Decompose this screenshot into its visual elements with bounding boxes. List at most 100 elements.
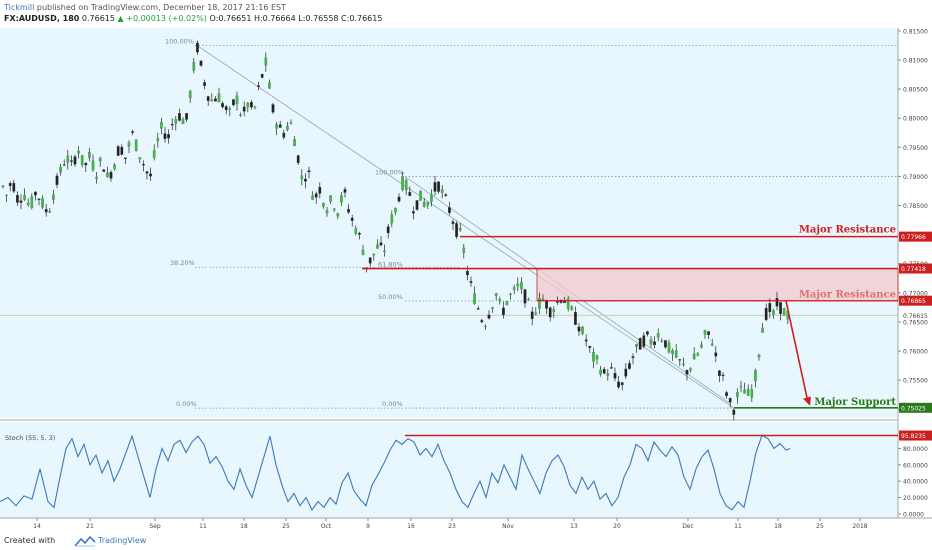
candle-body: [358, 233, 361, 235]
candle-body: [674, 350, 678, 358]
fibonacci-label: 50.00%: [378, 293, 403, 301]
candle-body: [548, 307, 552, 318]
candle-body: [430, 194, 433, 202]
candle-body: [268, 82, 271, 89]
candle-body: [631, 356, 635, 358]
stoch-tick-label: 80.0000: [903, 446, 928, 453]
candle-body: [102, 169, 106, 172]
candle-body: [426, 202, 430, 206]
candle-body: [440, 189, 444, 193]
candle-body: [127, 142, 131, 147]
candle-body: [703, 330, 707, 335]
candle-body: [160, 121, 163, 129]
candle-body: [764, 307, 768, 320]
candle-body: [628, 363, 631, 369]
candle-body: [451, 221, 455, 224]
candle-body: [415, 200, 419, 210]
fibonacci-label: 100.00%: [165, 37, 194, 45]
candle-body: [383, 250, 386, 253]
time-tick-label: Oct: [321, 523, 332, 530]
stochastic-title: Stoch (55, 5, 3): [5, 434, 55, 442]
candle-body: [178, 113, 181, 121]
fibonacci-label: 0.00%: [176, 400, 197, 408]
time-tick-label: 11: [734, 523, 742, 530]
price-badge: [899, 295, 932, 306]
candle-body: [322, 203, 325, 207]
candle-body: [484, 325, 487, 328]
candle-body: [397, 196, 401, 202]
candle-body: [336, 213, 340, 217]
candle-body: [692, 353, 696, 360]
fibonacci-label: 38.20%: [170, 259, 195, 267]
candle-body: [188, 91, 192, 99]
candle-body: [772, 310, 775, 315]
candle-body: [581, 326, 584, 334]
candle-body: [653, 341, 656, 346]
candle-body: [332, 208, 336, 210]
candle-body: [185, 113, 188, 120]
candle-body: [203, 82, 206, 86]
time-tick-label: 25: [282, 523, 290, 530]
candle-body: [242, 106, 246, 112]
candle-body: [278, 124, 282, 128]
candle-body: [523, 289, 527, 304]
candle-body: [480, 320, 484, 323]
candle-body: [282, 132, 286, 138]
price-badge-label: 0.77418: [901, 266, 926, 273]
candle-body: [300, 175, 304, 180]
price-badge-label: 0.77966: [901, 234, 926, 241]
time-tick-label: 18: [240, 523, 248, 530]
candle-body: [754, 370, 757, 382]
chart-header: Tickmill published on TradingView.com, D…: [0, 0, 932, 28]
candle-body: [304, 178, 307, 182]
candle-body: [286, 125, 289, 130]
candle-body: [210, 99, 214, 102]
candle-body: [368, 257, 372, 264]
candle-body: [26, 202, 30, 206]
symbol-label: FX:AUDUSD, 180: [4, 14, 80, 23]
price-tick-label: 0.80500: [903, 87, 928, 94]
candle-body: [685, 370, 689, 375]
created-with-label: Created with: [4, 536, 56, 545]
candle-body: [584, 339, 588, 342]
candles-group: [1, 40, 790, 421]
candle-body: [354, 228, 358, 234]
candle-body: [246, 102, 250, 108]
candle-body: [412, 211, 415, 214]
candle-body: [534, 312, 538, 315]
candle-body: [476, 308, 480, 310]
candle-body: [70, 160, 73, 162]
candle-body: [545, 300, 548, 309]
time-tick-label: 20: [613, 523, 621, 530]
candle-body: [170, 124, 174, 126]
candle-body: [394, 207, 397, 213]
tradingview-logo-icon: [74, 535, 96, 547]
candle-body: [502, 307, 505, 315]
candle-body: [408, 192, 412, 196]
candle-body: [350, 217, 354, 221]
candle-body: [307, 170, 311, 173]
candle-body: [361, 249, 365, 256]
candle-body: [570, 306, 574, 310]
price-badge-label: 0.75025: [901, 405, 926, 412]
time-tick-label: Nov: [502, 523, 514, 530]
tradingview-brand[interactable]: TradingView: [98, 536, 147, 545]
author-link[interactable]: Tickmill: [4, 3, 35, 12]
major-resistance-label: Major Resistance: [799, 290, 896, 301]
candle-body: [264, 57, 268, 66]
candle-body: [541, 298, 545, 301]
candle-body: [329, 195, 332, 202]
candle-body: [552, 309, 556, 313]
candle-body: [574, 312, 577, 325]
time-tick-label: 25: [816, 523, 824, 530]
candle-body: [296, 155, 300, 163]
candle-body: [444, 194, 448, 196]
candle-body: [41, 198, 44, 208]
candle-body: [253, 106, 257, 108]
candle-body: [228, 108, 232, 110]
publish-info: Tickmill published on TradingView.com, D…: [4, 3, 286, 12]
symbol-info: FX:AUDUSD, 180 0.76615 ▲ +0.00013 (+0.02…: [4, 14, 382, 23]
candle-body: [113, 164, 116, 169]
candle-body: [660, 340, 664, 342]
